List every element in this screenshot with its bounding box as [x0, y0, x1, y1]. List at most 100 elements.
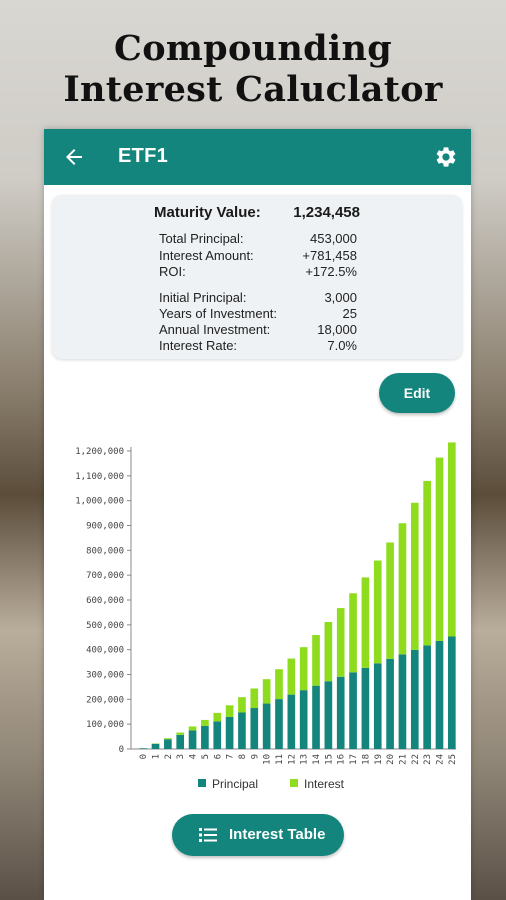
- summary-row: ROI: +172.5%: [159, 264, 357, 280]
- arrow-back-icon[interactable]: [62, 145, 86, 169]
- x-tick-label: 8: [238, 754, 248, 759]
- x-tick-label: 13: [300, 754, 310, 765]
- bar-principal: [398, 654, 407, 749]
- bar-principal: [287, 694, 296, 749]
- bar-interest: [349, 593, 357, 673]
- y-tick-label: 200,000: [86, 695, 124, 705]
- y-tick-label: 800,000: [86, 546, 124, 556]
- app-bar: ETF1: [44, 129, 471, 185]
- bar-interest: [398, 523, 407, 655]
- summary-card: Maturity Value: 1,234,458 Total Principa…: [52, 195, 462, 359]
- summary-row-value: 7.0%: [327, 338, 357, 353]
- x-tick-label: 19: [374, 754, 384, 765]
- x-tick-label: 6: [213, 754, 223, 759]
- page-title: ETF1: [118, 145, 169, 167]
- hero-title-line2: Interest Caluclator: [63, 69, 443, 110]
- bar-interest: [201, 719, 209, 726]
- legend-swatch-principal: [198, 779, 206, 787]
- y-tick-label: 1,000,000: [75, 497, 124, 507]
- bar-interest: [336, 608, 345, 677]
- bar-principal: [250, 708, 259, 749]
- y-tick-label: 700,000: [86, 571, 124, 581]
- legend-item-interest: Interest: [290, 777, 344, 791]
- bar-principal: [164, 739, 172, 749]
- y-tick-label: 900,000: [86, 522, 124, 532]
- summary-row: Total Principal: 453,000: [159, 231, 357, 247]
- bar-interest: [410, 502, 419, 650]
- x-tick-label: 14: [312, 754, 322, 765]
- bar-principal: [299, 690, 308, 749]
- maturity-value: 1,234,458: [293, 204, 360, 221]
- stacked-bar-chart: 0 100,000 200,000 300,000 400,000 500,000 600,…: [75, 442, 458, 765]
- x-tick-label: 0: [139, 754, 149, 759]
- bar-interest: [262, 679, 271, 704]
- summary-row-value: +172.5%: [305, 264, 357, 279]
- x-tick-label: 21: [398, 754, 408, 765]
- x-tick-label: 16: [337, 754, 347, 765]
- bar-interest: [324, 621, 333, 682]
- bar-principal: [262, 703, 271, 749]
- bar-principal: [275, 699, 283, 749]
- summary-row: Initial Principal: 3,000: [159, 290, 357, 306]
- bar-principal: [410, 649, 419, 749]
- y-tick-label: 100,000: [86, 720, 124, 730]
- bar-interest: [188, 726, 197, 731]
- x-tick-label: 5: [201, 754, 211, 759]
- gear-icon[interactable]: [434, 145, 458, 169]
- bar-interest: [164, 738, 172, 740]
- phone-screen: ETF1 Maturity Value: 1,234,458 Total Pri…: [44, 129, 471, 900]
- bar-principal: [225, 716, 234, 749]
- bar-principal: [373, 663, 382, 749]
- bar-principal: [238, 712, 246, 749]
- bar-interest: [386, 542, 394, 659]
- bar-interest: [275, 669, 283, 700]
- bar-interest: [312, 634, 320, 686]
- x-tick-label: 11: [275, 754, 285, 765]
- bar-interest: [213, 712, 222, 722]
- summary-row-label: Initial Principal:: [159, 290, 247, 305]
- bar-interest: [250, 688, 259, 709]
- bar-interest: [435, 457, 444, 641]
- legend-label-interest: Interest: [304, 777, 345, 791]
- x-tick-label: 3: [176, 754, 186, 759]
- x-tick-label: 23: [423, 754, 433, 765]
- legend-swatch-interest: [290, 779, 298, 787]
- y-tick-label: 0: [119, 745, 124, 755]
- x-tick-label: 10: [263, 754, 273, 765]
- summary-row-label: Interest Amount:: [159, 248, 254, 263]
- bar-interest: [299, 647, 308, 691]
- interest-table-label: Interest Table: [229, 826, 326, 843]
- bar-principal: [139, 748, 148, 749]
- summary-row-label: Annual Investment:: [159, 322, 271, 337]
- interest-table-button[interactable]: Interest Table: [172, 814, 344, 856]
- summary-row-value: +781,458: [302, 248, 357, 263]
- bar-interest: [361, 577, 370, 668]
- summary-row: Annual Investment: 18,000: [159, 322, 357, 338]
- summary-row: Interest Rate: 7.0%: [159, 338, 357, 354]
- bar-interest: [225, 705, 234, 717]
- bar-principal: [386, 658, 394, 749]
- bar-principal: [324, 681, 333, 749]
- bar-interest: [423, 480, 431, 646]
- hero-title: Compounding Interest Caluclator: [0, 28, 506, 110]
- x-tick-label: 18: [361, 754, 371, 765]
- x-tick-label: 9: [250, 754, 260, 759]
- y-tick-label: 1,200,000: [75, 447, 124, 457]
- edit-button[interactable]: Edit: [379, 373, 455, 413]
- bar-interest: [176, 732, 185, 735]
- legend-item-principal: Principal: [198, 777, 258, 791]
- bar-interest: [238, 697, 246, 713]
- x-tick-label: 7: [226, 754, 236, 759]
- x-tick-label: 2: [164, 754, 174, 759]
- bar-principal: [447, 636, 456, 749]
- y-tick-label: 600,000: [86, 596, 124, 606]
- legend-label-principal: Principal: [212, 777, 259, 791]
- bar-interest: [447, 442, 456, 637]
- summary-row-label: ROI:: [159, 264, 186, 279]
- y-tick-label: 400,000: [86, 646, 124, 656]
- bar-principal: [336, 676, 345, 749]
- summary-row-label: Interest Rate:: [159, 338, 238, 353]
- x-tick-label: 25: [448, 754, 458, 765]
- hero-title-line1: Compounding: [114, 28, 392, 69]
- x-tick-label: 24: [435, 754, 445, 765]
